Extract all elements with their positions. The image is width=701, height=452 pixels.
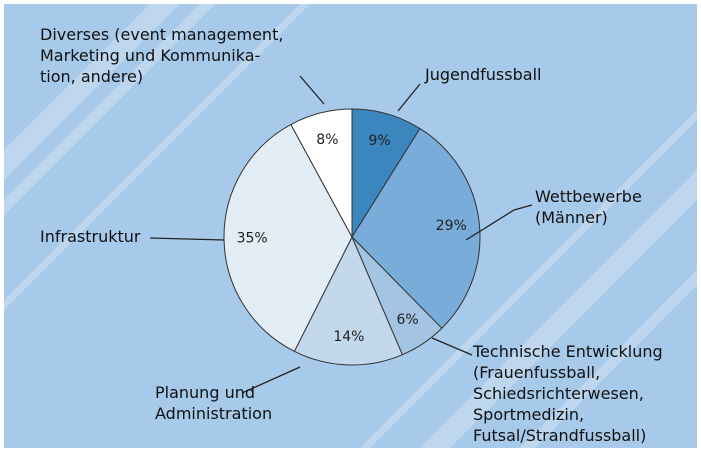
leader-line — [241, 366, 301, 394]
value-label: 9% — [368, 133, 390, 149]
leader-lines — [149, 75, 533, 394]
slice-label: Jugendfussball — [425, 65, 542, 84]
leader-line — [431, 337, 473, 356]
value-label: 29% — [436, 218, 467, 234]
slice-label: Wettbewerbe (Männer) — [535, 187, 642, 227]
leader-line — [299, 75, 325, 105]
pie-slice — [290, 108, 353, 238]
slice-label: Technische Entwicklung (Frauenfussball, … — [473, 342, 663, 445]
leader-line — [397, 83, 421, 112]
value-label: 35% — [237, 231, 268, 247]
value-label: 8% — [316, 132, 338, 148]
pie: 9% 29% 6% 14% 35% 8% — [223, 108, 481, 366]
slice-label: Planung und Administration — [155, 383, 273, 423]
value-label: 6% — [397, 312, 419, 328]
slice-label: Infrastruktur — [40, 227, 141, 246]
stripes — [4, 4, 697, 448]
slice-label: Diverses (event management, Marketing un… — [40, 25, 284, 86]
pie-slice — [293, 235, 404, 366]
pie-slice — [351, 127, 481, 329]
value-label: 14% — [333, 329, 364, 345]
pie-slice — [223, 123, 353, 352]
leader-line — [465, 204, 533, 241]
leader-line — [149, 237, 225, 241]
